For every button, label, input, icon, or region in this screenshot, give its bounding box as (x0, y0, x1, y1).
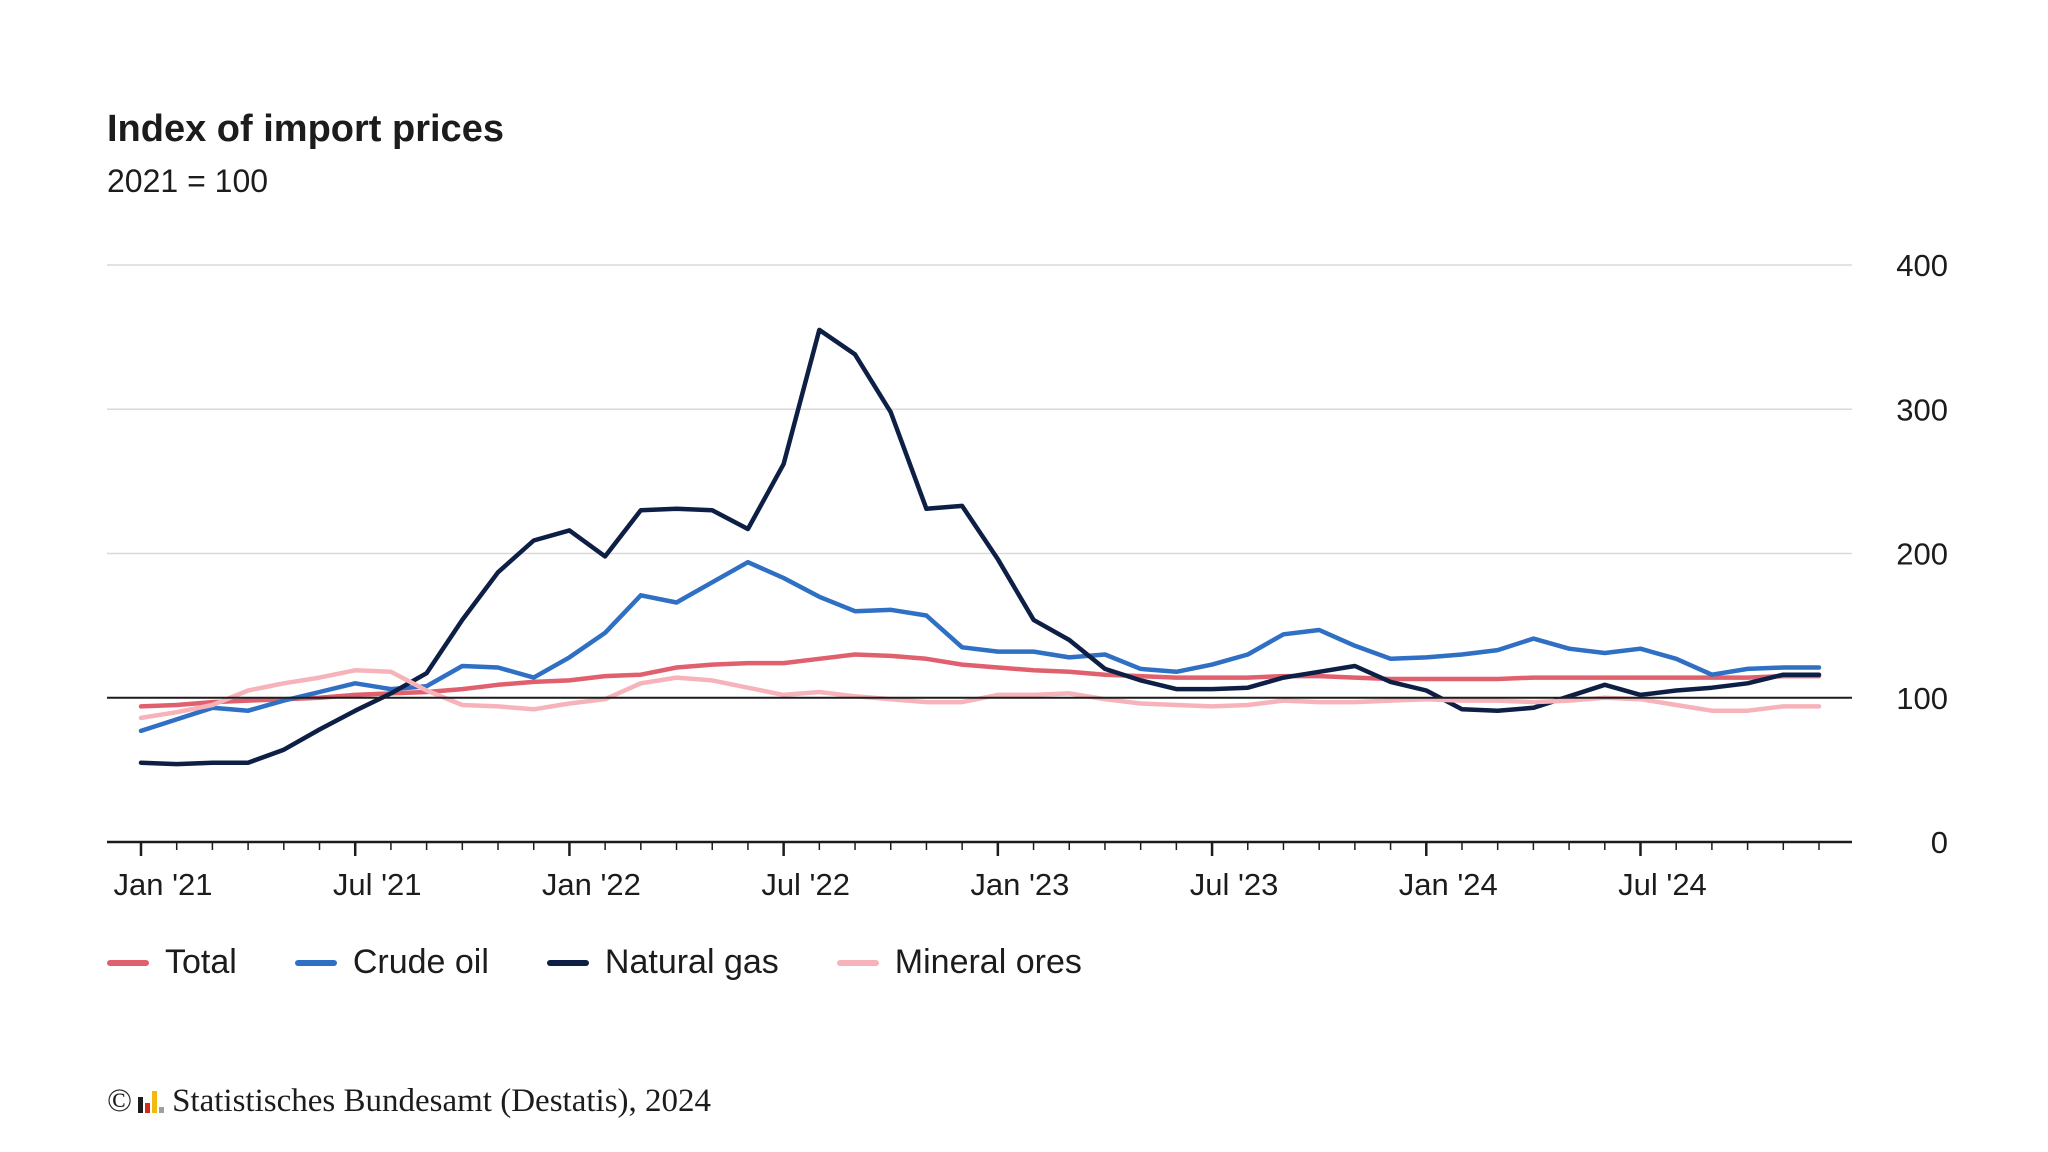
x-tick-label-12: Jan '22 (542, 867, 641, 902)
copyright-footer: © Statistisches Bundesamt (Destatis), 20… (107, 1083, 711, 1120)
legend-label-crude-oil: Crude oil (352, 943, 489, 981)
legend-item-mineral-ores: Mineral ores (836, 943, 1082, 982)
legend-label-mineral-ores: Mineral ores (894, 943, 1082, 981)
x-tick-label-0: Jan '21 (114, 867, 213, 902)
series-line-crude-oil (138, 559, 1822, 734)
x-tick-label-6: Jul '21 (333, 867, 422, 902)
y-tick-label-300: 300 (1896, 392, 1948, 427)
chart-subtitle: 2021 = 100 (107, 163, 269, 199)
y-tick-label-400: 400 (1896, 248, 1948, 283)
copyright-text: Statistisches Bundesamt (Destatis), 2024 (172, 1083, 712, 1119)
series-line-total (138, 652, 1822, 709)
x-tick-label-18: Jul '22 (761, 867, 850, 902)
legend-item-crude-oil: Crude oil (294, 943, 489, 982)
legend-swatch-crude-oil (294, 959, 337, 966)
x-tick-label-42: Jul '24 (1618, 867, 1707, 902)
chart-title: Index of import prices (107, 108, 504, 150)
legend-item-total: Total (107, 943, 237, 982)
x-tick-label-30: Jul '23 (1190, 867, 1279, 902)
legend-label-total: Total (165, 943, 237, 981)
chart-legend: Total Crude oil Natural gas Mineral ores (107, 943, 1140, 982)
y-tick-label-200: 200 (1896, 537, 1948, 572)
legend-swatch-total (107, 959, 149, 966)
y-tick-label-0: 0 (1931, 825, 1948, 860)
legend-item-natural-gas: Natural gas (546, 943, 779, 982)
y-tick-label-100: 100 (1896, 681, 1948, 716)
legend-swatch-mineral-ores (836, 959, 879, 966)
copyright-symbol: © (107, 1083, 133, 1119)
legend-swatch-natural-gas (546, 959, 589, 966)
series-line-natural-gas (138, 327, 1822, 767)
x-tick-label-24: Jan '23 (970, 867, 1069, 902)
legend-label-natural-gas: Natural gas (604, 943, 779, 981)
x-tick-label-36: Jan '24 (1399, 867, 1498, 902)
destatis-logo-icon (138, 1090, 165, 1113)
